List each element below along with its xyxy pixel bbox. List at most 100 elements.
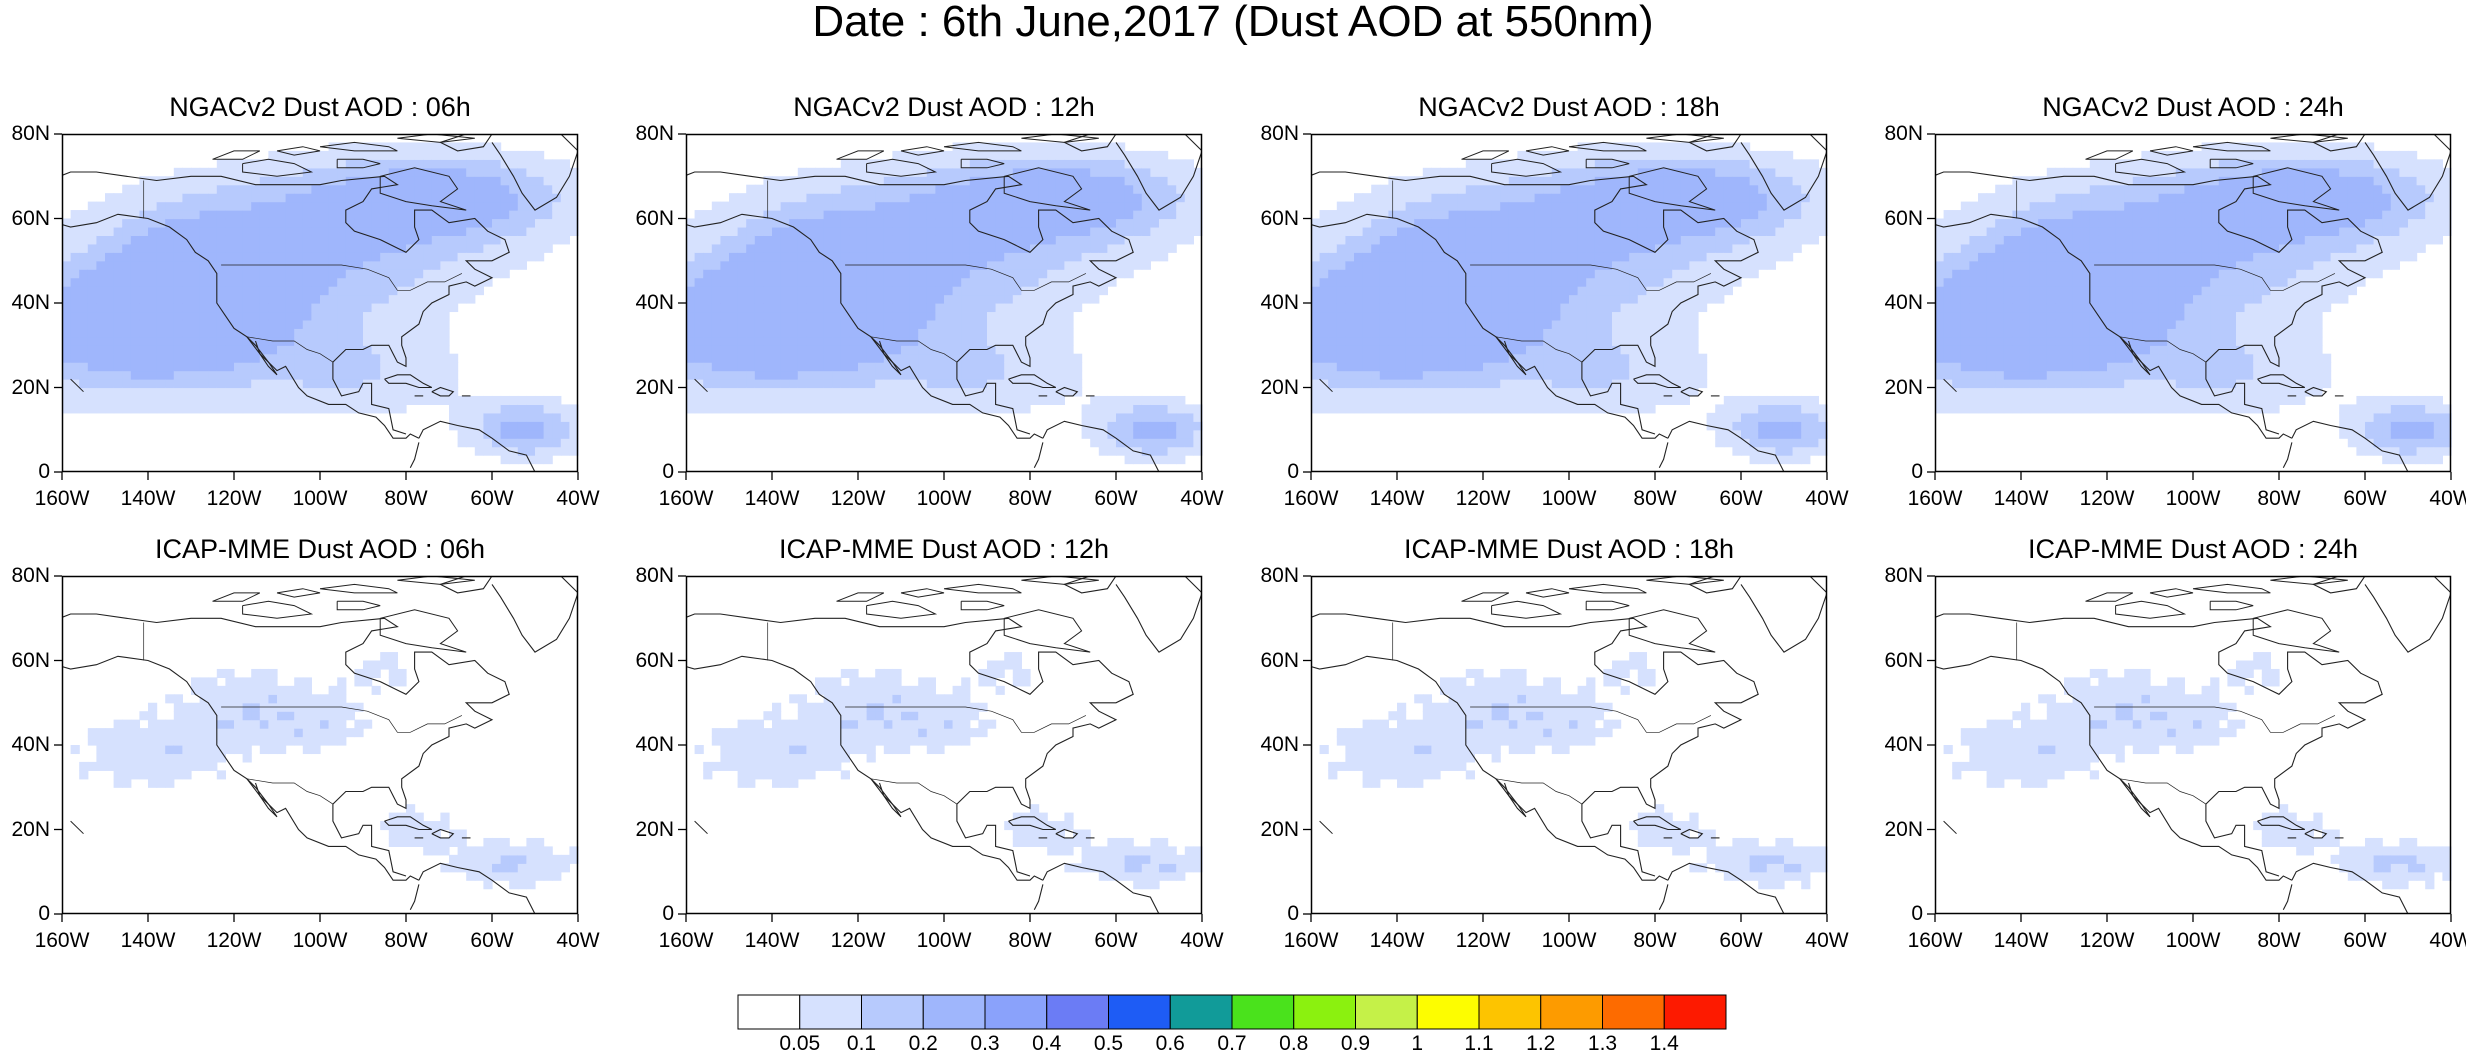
lat-tick-label: 20N bbox=[1884, 375, 1923, 399]
colorbar-swatch bbox=[1663, 994, 1727, 1030]
map-panel-ngac-18 bbox=[1303, 133, 1828, 480]
colorbar-swatch bbox=[737, 994, 801, 1030]
colorbar-label: 0.4 bbox=[1032, 1032, 1062, 1055]
lat-tick-label: 40N bbox=[1884, 291, 1923, 314]
lon-tick-label: 160W bbox=[658, 929, 714, 952]
country-borders bbox=[1392, 180, 1712, 363]
lon-tick-label: 120W bbox=[206, 487, 262, 510]
lon-tick-label: 100W bbox=[292, 929, 348, 952]
lon-tick-label: 100W bbox=[916, 487, 972, 510]
lon-tick-label: 60W bbox=[470, 487, 514, 510]
lat-tick-label: 20N bbox=[635, 375, 674, 399]
country-borders bbox=[1392, 622, 1712, 805]
lon-tick-label: 160W bbox=[1907, 487, 1963, 510]
lon-tick-label: 60W bbox=[2343, 487, 2387, 510]
lat-tick-label: 20N bbox=[635, 817, 674, 841]
lon-tick-label: 60W bbox=[2343, 929, 2387, 952]
lon-tick-label: 40W bbox=[1180, 929, 1224, 952]
lon-tick-label: 40W bbox=[2429, 487, 2466, 510]
islands bbox=[1943, 576, 2348, 835]
lon-tick-label: 80W bbox=[1008, 487, 1052, 510]
islands bbox=[70, 576, 475, 835]
map-frame bbox=[61, 575, 579, 915]
lon-tick-label: 100W bbox=[292, 487, 348, 510]
colorbar-label: 0.6 bbox=[1155, 1032, 1185, 1055]
colorbar-label: 0.05 bbox=[779, 1032, 821, 1055]
colorbar-label: 0.9 bbox=[1340, 1032, 1371, 1055]
lat-tick-label: 80N bbox=[635, 564, 674, 587]
lat-tick-label: 20N bbox=[11, 817, 50, 841]
lat-tick-label: 0 bbox=[1287, 460, 1299, 483]
islands bbox=[1319, 134, 1724, 393]
lat-tick-label: 80N bbox=[1260, 122, 1299, 145]
lat-tick-label: 0 bbox=[1911, 902, 1923, 925]
lat-tick-label: 0 bbox=[662, 902, 674, 925]
lon-tick-label: 40W bbox=[556, 487, 600, 510]
lon-tick-label: 80W bbox=[2257, 487, 2301, 510]
lon-tick-label: 80W bbox=[384, 487, 428, 510]
colorbar-label: 1.1 bbox=[1464, 1032, 1494, 1055]
dust-field bbox=[686, 142, 1203, 465]
lat-tick-label: 40N bbox=[11, 733, 50, 756]
dust-field bbox=[70, 652, 579, 890]
country-borders bbox=[767, 622, 1087, 805]
lat-tick-label: 40N bbox=[1884, 733, 1923, 756]
lat-tick-label: 40N bbox=[635, 733, 674, 756]
lon-tick-label: 140W bbox=[744, 487, 800, 510]
lat-tick-label: 80N bbox=[635, 122, 674, 145]
lat-tick-label: 0 bbox=[1287, 902, 1299, 925]
colorbar-swatch bbox=[984, 994, 1048, 1030]
lat-tick-label: 60N bbox=[635, 206, 674, 230]
colorbar-label: 1.3 bbox=[1587, 1032, 1618, 1055]
lon-tick-label: 140W bbox=[1993, 929, 2049, 952]
lat-tick-label: 20N bbox=[11, 375, 50, 399]
lon-tick-label: 140W bbox=[120, 929, 176, 952]
lat-tick-label: 20N bbox=[1884, 817, 1923, 841]
dust-field bbox=[62, 142, 579, 465]
lat-tick-label: 40N bbox=[11, 291, 50, 314]
lon-tick-label: 60W bbox=[1719, 487, 1763, 510]
lat-tick-label: 40N bbox=[635, 291, 674, 314]
coastline bbox=[1311, 576, 1827, 914]
coastline bbox=[1935, 134, 2451, 472]
colorbar-label: 0.8 bbox=[1279, 1032, 1309, 1055]
colorbar-label: 0.7 bbox=[1217, 1032, 1247, 1055]
lat-tick-label: 0 bbox=[1911, 460, 1923, 483]
map-panel-ngac-24 bbox=[1927, 133, 2452, 480]
lat-tick-label: 60N bbox=[1884, 206, 1923, 230]
country-borders bbox=[767, 180, 1087, 363]
map-frame bbox=[1310, 575, 1828, 915]
lon-tick-label: 140W bbox=[120, 487, 176, 510]
coastline bbox=[1935, 576, 2451, 914]
lon-tick-label: 140W bbox=[1993, 487, 2049, 510]
lat-tick-label: 80N bbox=[1884, 564, 1923, 587]
map-panel-icap-24 bbox=[1927, 575, 2452, 922]
lon-tick-label: 160W bbox=[1283, 929, 1339, 952]
country-borders bbox=[143, 622, 463, 805]
colorbar-swatch bbox=[1416, 994, 1480, 1030]
lon-tick-label: 80W bbox=[1633, 487, 1677, 510]
lat-tick-label: 60N bbox=[635, 648, 674, 672]
lon-tick-label: 160W bbox=[34, 929, 90, 952]
islands bbox=[694, 576, 1099, 835]
colorbar-swatch bbox=[1540, 994, 1603, 1030]
map-frame bbox=[1934, 133, 2452, 473]
colorbar-label: 1.4 bbox=[1649, 1032, 1679, 1055]
lon-tick-label: 120W bbox=[2079, 929, 2135, 952]
panel-title-ngac-06: NGACv2 Dust AOD : 06h bbox=[169, 92, 471, 122]
lat-tick-label: 60N bbox=[11, 206, 50, 230]
panel-title-ngac-18: NGACv2 Dust AOD : 18h bbox=[1418, 92, 1720, 122]
lon-tick-label: 160W bbox=[1907, 929, 1963, 952]
map-panel-icap-18 bbox=[1303, 575, 1828, 922]
colorbar-swatch bbox=[1293, 994, 1356, 1030]
map-panel-icap-06 bbox=[54, 575, 579, 922]
lon-tick-label: 40W bbox=[1805, 487, 1849, 510]
coastline bbox=[62, 134, 578, 472]
panel-title-icap-18: ICAP-MME Dust AOD : 18h bbox=[1403, 534, 1735, 564]
colorbar-label: 0.1 bbox=[846, 1032, 877, 1055]
map-frame bbox=[61, 133, 579, 473]
lon-tick-label: 120W bbox=[206, 929, 262, 952]
panel-title-icap-06: ICAP-MME Dust AOD : 06h bbox=[154, 534, 486, 564]
lat-tick-label: 80N bbox=[1260, 564, 1299, 587]
colorbar-swatch bbox=[1046, 994, 1109, 1030]
